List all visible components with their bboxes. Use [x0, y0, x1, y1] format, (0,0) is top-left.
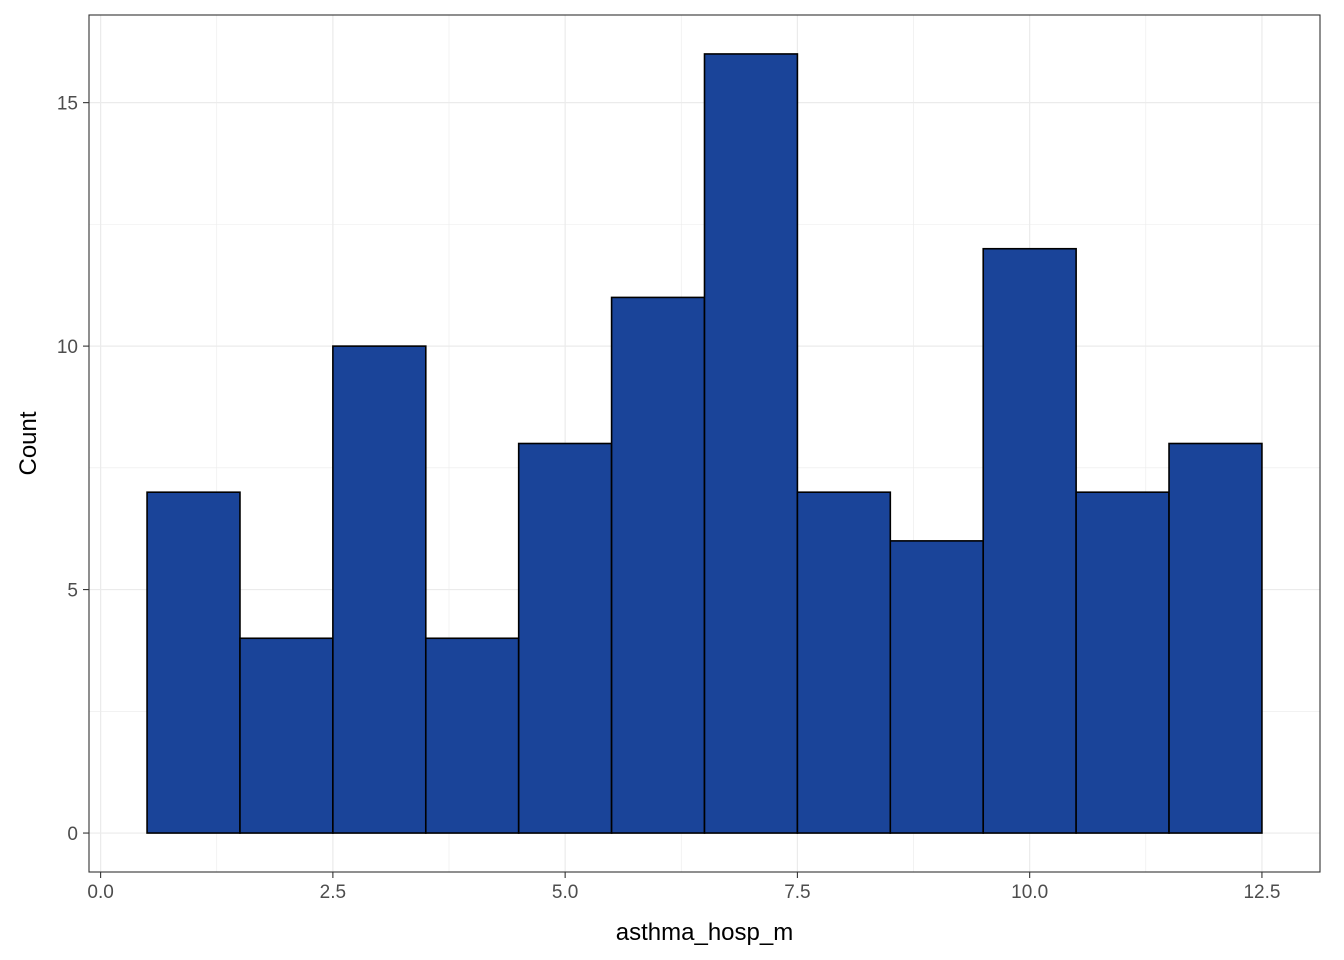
histogram-bar: [1168, 442, 1263, 834]
x-tick-label: 12.5: [1243, 882, 1280, 903]
y-axis: 0 5 10 15: [57, 94, 89, 845]
histogram-bar: [517, 442, 613, 834]
histogram-bar: [610, 296, 706, 834]
y-tick-label: 0: [67, 824, 78, 845]
panel-border: [88, 14, 1321, 873]
y-axis-title: Count: [15, 411, 42, 475]
histogram-bar: [703, 53, 799, 834]
x-axis: 0.0 2.5 5.0 7.5 10.0 12.5: [87, 872, 1280, 903]
histogram-bar: [889, 540, 985, 834]
histogram-bar: [424, 637, 520, 834]
x-tick-label: 10.0: [1011, 882, 1048, 903]
x-axis-title: asthma_hosp_m: [616, 919, 793, 946]
y-tick-label: 10: [57, 337, 78, 358]
histogram-bar: [332, 345, 427, 834]
histogram-bar: [239, 637, 334, 834]
histogram-bars: [146, 53, 1263, 834]
x-tick-label: 2.5: [320, 882, 346, 903]
histogram-bar: [796, 491, 892, 834]
y-tick-label: 15: [57, 94, 78, 115]
y-tick-label: 5: [67, 581, 78, 602]
x-tick-label: 7.5: [784, 882, 810, 903]
histogram-bar: [982, 247, 1077, 834]
histogram-bar: [146, 491, 241, 834]
x-tick-label: 0.0: [87, 882, 113, 903]
histogram-bar: [1075, 491, 1170, 834]
x-tick-label: 5.0: [552, 882, 578, 903]
